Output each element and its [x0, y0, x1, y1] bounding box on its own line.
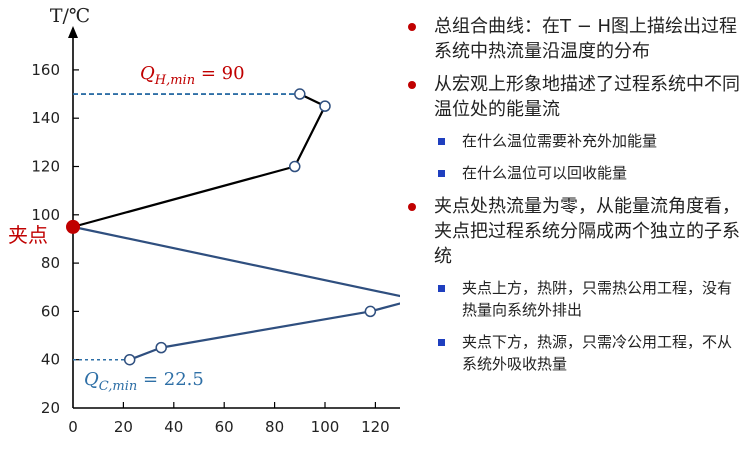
notes-panel: 总组合曲线：在T − H图上描绘出过程系统中热流量沿温度的分布 从宏观上形象地描述… [398, 14, 743, 385]
note-subitem: 在什么温位可以回收能量 [398, 162, 743, 184]
series-2-point [364, 305, 377, 318]
pinch-point-marker [66, 219, 80, 234]
x-tick-label: 60 [215, 418, 234, 436]
q-c-min-label: QC,min = 22.5 [84, 369, 204, 394]
series-2-point [155, 341, 167, 354]
x-tick-label: 120 [361, 418, 390, 436]
y-tick-label: 120 [31, 158, 60, 176]
bullet-square-icon [438, 170, 445, 177]
note-subitem: 夹点下方，热源，只需冷公用工程，不从系统外吸收热量 [398, 331, 743, 375]
note-text: 总组合曲线：在T − H图上描绘出过程系统中热流量沿温度的分布 [434, 16, 738, 62]
y-tick-label: 40 [41, 351, 60, 369]
series-2-point [123, 353, 136, 366]
series-1-point [294, 88, 306, 100]
note-subitem-text: 夹点下方，热源，只需冷公用工程，不从系统外吸收热量 [462, 333, 733, 373]
y-tick-label: 160 [31, 61, 60, 79]
series-1-point [289, 160, 301, 173]
note-text: 从宏观上形象地描述了过程系统中不同温位处的能量流 [434, 74, 740, 120]
pinch-point-label: 夹点 [8, 223, 48, 247]
q-h-min-label: QH,min = 90 [140, 63, 245, 88]
x-tick-label: 0 [68, 418, 78, 436]
y-tick-label: 100 [31, 206, 60, 224]
y-tick-label: 20 [41, 399, 60, 417]
bullet-dot-icon [408, 203, 416, 211]
note-item: 夹点处热流量为零，从能量流角度看，夹点把过程系统分隔成两个独立的子系统 [398, 194, 743, 269]
series-2-line [72, 225, 400, 361]
x-tick-label: 20 [114, 418, 133, 436]
y-tick-label: 60 [41, 302, 60, 320]
note-subitem: 夹点上方，热阱，只需热公用工程，没有热量向系统外排出 [398, 277, 743, 321]
series-1-point [319, 100, 331, 112]
x-tick-label: 80 [265, 418, 284, 436]
x-tick-label: 100 [311, 418, 340, 436]
bullet-dot-icon [408, 81, 416, 89]
bullet-square-icon [438, 138, 445, 145]
note-item: 从宏观上形象地描述了过程系统中不同温位处的能量流 [398, 72, 743, 122]
note-subitem-text: 在什么温位需要补充外加能量 [462, 132, 658, 150]
bullet-square-icon [438, 339, 445, 346]
note-item: 总组合曲线：在T − H图上描绘出过程系统中热流量沿温度的分布 [398, 14, 743, 64]
grand-composite-curve-chart: 02040608010012014020406080100120140160T/… [8, 5, 400, 436]
y-axis-title: T/℃ [50, 5, 90, 27]
bullet-square-icon [438, 285, 445, 292]
note-subitem: 在什么温位需要补充外加能量 [398, 130, 743, 152]
note-subitem-text: 夹点上方，热阱，只需热公用工程，没有热量向系统外排出 [462, 279, 733, 319]
note-subitem-text: 在什么温位可以回收能量 [462, 164, 628, 182]
y-tick-label: 140 [31, 109, 60, 127]
note-text: 夹点处热流量为零，从能量流角度看，夹点把过程系统分隔成两个独立的子系统 [434, 196, 740, 267]
y-tick-label: 80 [41, 254, 60, 272]
x-tick-label: 40 [164, 418, 183, 436]
series-1-line [72, 93, 327, 228]
bullet-dot-icon [408, 23, 416, 31]
